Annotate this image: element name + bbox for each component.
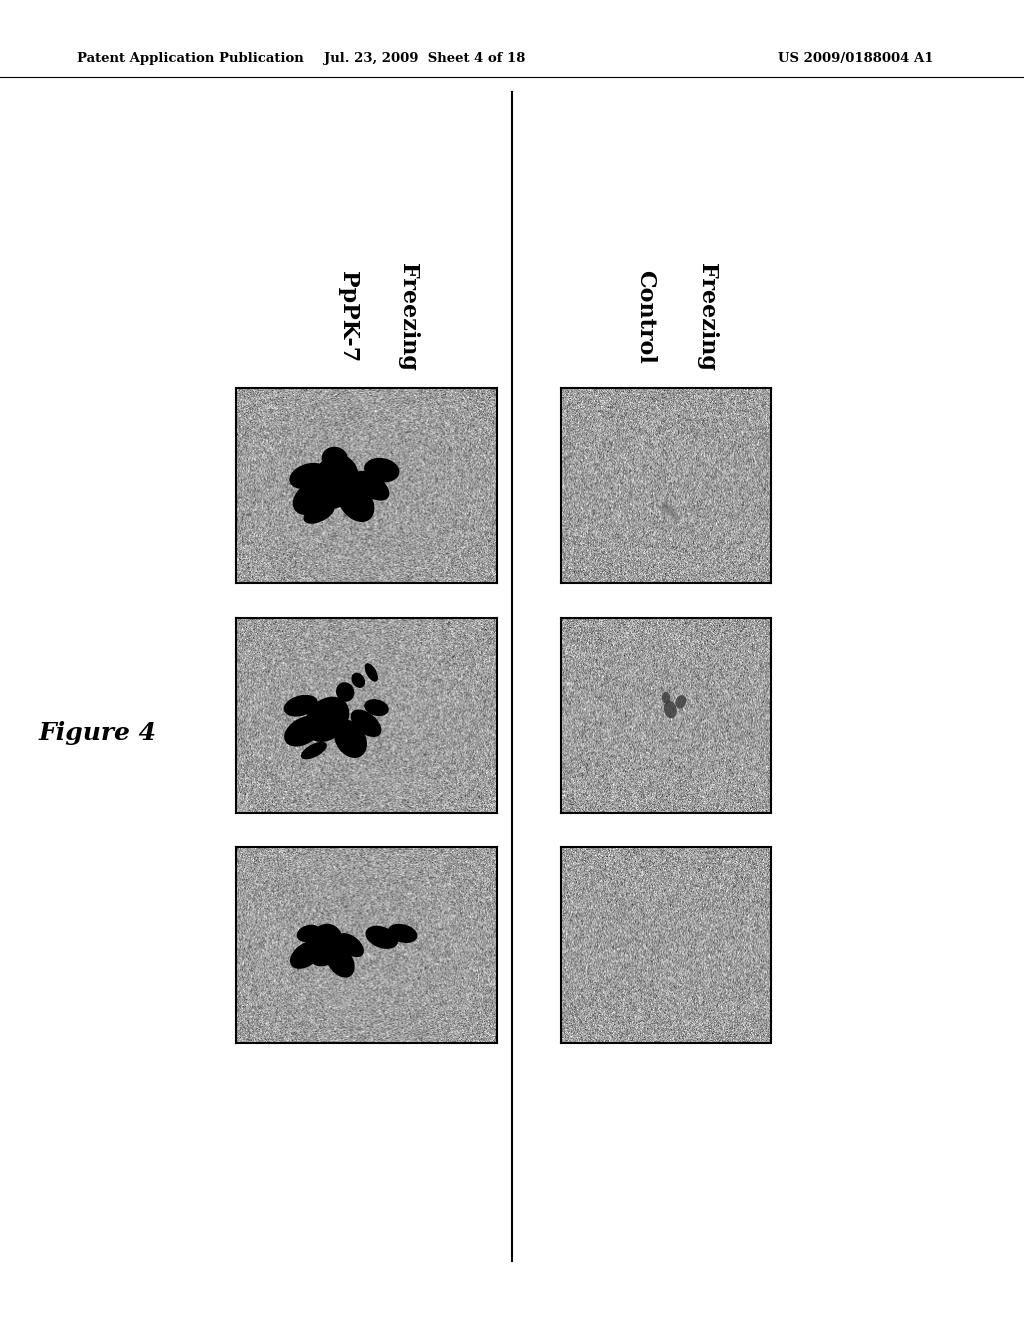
Ellipse shape <box>290 941 323 969</box>
Ellipse shape <box>351 673 366 688</box>
Ellipse shape <box>365 700 389 717</box>
Text: Control: Control <box>634 269 656 364</box>
Ellipse shape <box>334 719 367 758</box>
Ellipse shape <box>297 925 321 942</box>
Ellipse shape <box>662 692 671 704</box>
Ellipse shape <box>353 471 389 500</box>
Text: Patent Application Publication: Patent Application Publication <box>77 51 303 65</box>
Ellipse shape <box>350 709 382 737</box>
Text: PpPK-7: PpPK-7 <box>337 271 359 363</box>
Ellipse shape <box>388 924 418 942</box>
Text: Freezing: Freezing <box>695 263 718 371</box>
Ellipse shape <box>664 701 677 718</box>
Ellipse shape <box>305 924 343 966</box>
Ellipse shape <box>337 480 375 521</box>
Ellipse shape <box>284 715 323 747</box>
Ellipse shape <box>293 479 335 515</box>
Ellipse shape <box>310 455 358 510</box>
Text: Freezing: Freezing <box>396 263 419 371</box>
Ellipse shape <box>336 682 354 702</box>
Ellipse shape <box>337 933 364 957</box>
Ellipse shape <box>304 697 349 742</box>
Ellipse shape <box>365 458 399 482</box>
Ellipse shape <box>303 503 335 524</box>
Text: Jul. 23, 2009  Sheet 4 of 18: Jul. 23, 2009 Sheet 4 of 18 <box>325 51 525 65</box>
Ellipse shape <box>366 925 398 949</box>
Text: Figure 4: Figure 4 <box>38 721 157 744</box>
Text: US 2009/0188004 A1: US 2009/0188004 A1 <box>778 51 934 65</box>
Ellipse shape <box>676 696 686 709</box>
Ellipse shape <box>326 944 354 978</box>
Ellipse shape <box>284 694 317 717</box>
Ellipse shape <box>301 742 327 759</box>
Ellipse shape <box>365 663 378 681</box>
Ellipse shape <box>662 502 679 520</box>
Ellipse shape <box>290 463 328 490</box>
Ellipse shape <box>322 446 348 470</box>
